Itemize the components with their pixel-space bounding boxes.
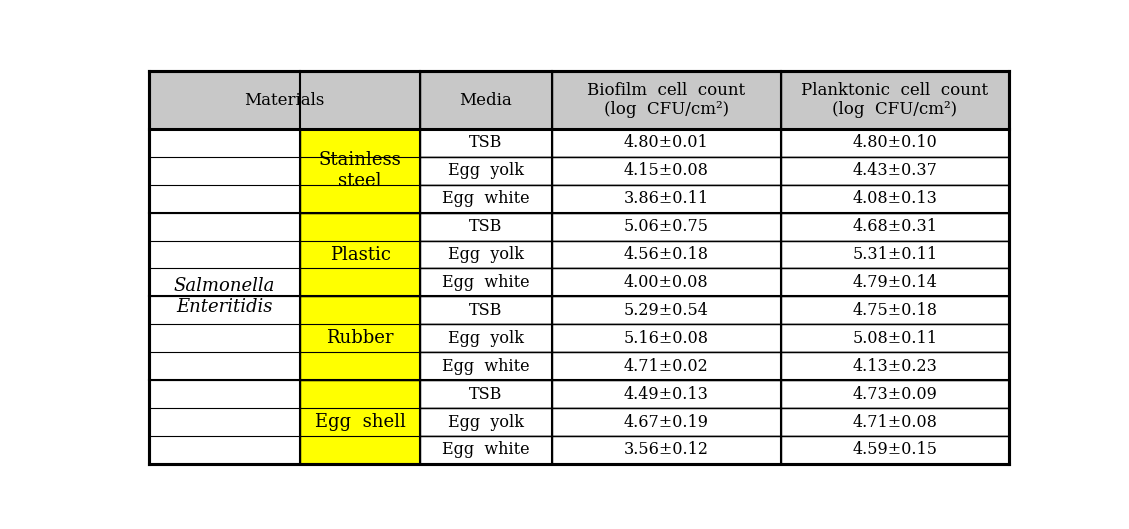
Text: 4.67±0.19: 4.67±0.19 <box>623 414 709 431</box>
Bar <box>552 213 780 241</box>
Bar <box>552 408 780 436</box>
Bar <box>300 380 420 464</box>
Text: 4.73±0.09: 4.73±0.09 <box>852 386 937 403</box>
Bar <box>780 352 1009 380</box>
Text: Egg  yolk: Egg yolk <box>448 162 524 179</box>
Text: 3.56±0.12: 3.56±0.12 <box>623 441 709 459</box>
Bar <box>780 269 1009 296</box>
Text: TSB: TSB <box>470 302 502 319</box>
Text: Egg  white: Egg white <box>443 274 530 291</box>
Text: 4.56±0.18: 4.56±0.18 <box>623 246 709 263</box>
Text: Egg  white: Egg white <box>443 441 530 459</box>
Text: 4.43±0.37: 4.43±0.37 <box>852 162 937 179</box>
Text: Egg  white: Egg white <box>443 190 530 207</box>
Text: Egg  yolk: Egg yolk <box>448 246 524 263</box>
Bar <box>552 129 780 157</box>
Text: 4.13±0.23: 4.13±0.23 <box>852 358 937 375</box>
Text: 4.15±0.08: 4.15±0.08 <box>623 162 709 179</box>
Bar <box>780 436 1009 464</box>
Text: 5.29±0.54: 5.29±0.54 <box>623 302 709 319</box>
Bar <box>420 269 552 296</box>
Bar <box>420 157 552 185</box>
Text: 5.08±0.11: 5.08±0.11 <box>852 330 937 347</box>
Text: 4.71±0.08: 4.71±0.08 <box>852 414 937 431</box>
Bar <box>780 129 1009 157</box>
Text: Salmonella
Enteritidis: Salmonella Enteritidis <box>174 277 275 316</box>
Bar <box>780 185 1009 213</box>
Text: 5.06±0.75: 5.06±0.75 <box>623 218 709 235</box>
Bar <box>420 71 552 129</box>
Text: Stainless
steel: Stainless steel <box>318 151 402 190</box>
Bar <box>149 71 420 129</box>
Bar <box>420 380 552 408</box>
Text: Egg  yolk: Egg yolk <box>448 414 524 431</box>
Text: Planktonic  cell  count
(log  CFU/cm²): Planktonic cell count (log CFU/cm²) <box>802 82 988 118</box>
Text: Plastic: Plastic <box>330 245 391 263</box>
Text: 4.75±0.18: 4.75±0.18 <box>852 302 937 319</box>
Text: 4.71±0.02: 4.71±0.02 <box>624 358 709 375</box>
Bar <box>780 241 1009 269</box>
Bar <box>552 324 780 352</box>
Bar <box>780 213 1009 241</box>
Text: 4.08±0.13: 4.08±0.13 <box>852 190 937 207</box>
Text: Egg  shell: Egg shell <box>315 413 405 431</box>
Text: 5.16±0.08: 5.16±0.08 <box>623 330 709 347</box>
Text: 4.80±0.01: 4.80±0.01 <box>624 134 709 151</box>
Bar <box>552 296 780 324</box>
Bar <box>780 408 1009 436</box>
Bar <box>420 296 552 324</box>
Text: 4.49±0.13: 4.49±0.13 <box>623 386 709 403</box>
Text: 4.68±0.31: 4.68±0.31 <box>852 218 937 235</box>
Text: 5.31±0.11: 5.31±0.11 <box>852 246 937 263</box>
Bar <box>552 436 780 464</box>
Bar <box>780 380 1009 408</box>
Text: TSB: TSB <box>470 218 502 235</box>
Bar <box>552 241 780 269</box>
Bar <box>552 352 780 380</box>
Bar <box>420 241 552 269</box>
Bar <box>420 185 552 213</box>
Bar <box>149 129 300 464</box>
Text: Egg  yolk: Egg yolk <box>448 330 524 347</box>
Bar <box>420 129 552 157</box>
Bar <box>552 157 780 185</box>
Text: 4.00±0.08: 4.00±0.08 <box>624 274 709 291</box>
Text: Biofilm  cell  count
(log  CFU/cm²): Biofilm cell count (log CFU/cm²) <box>587 82 745 118</box>
Bar <box>780 71 1009 129</box>
Bar <box>300 129 420 213</box>
Text: 4.80±0.10: 4.80±0.10 <box>852 134 937 151</box>
Text: 3.86±0.11: 3.86±0.11 <box>623 190 709 207</box>
Text: Rubber: Rubber <box>326 329 394 347</box>
Text: 4.79±0.14: 4.79±0.14 <box>852 274 937 291</box>
Bar <box>780 157 1009 185</box>
Bar <box>552 185 780 213</box>
Bar <box>300 296 420 380</box>
Text: Media: Media <box>460 92 513 108</box>
Text: TSB: TSB <box>470 386 502 403</box>
Text: TSB: TSB <box>470 134 502 151</box>
Bar <box>420 213 552 241</box>
Text: Materials: Materials <box>244 92 325 108</box>
Bar <box>420 324 552 352</box>
Bar <box>420 436 552 464</box>
Text: 4.59±0.15: 4.59±0.15 <box>852 441 937 459</box>
Bar <box>780 296 1009 324</box>
Bar <box>300 213 420 296</box>
Bar <box>552 269 780 296</box>
Bar <box>420 352 552 380</box>
Bar <box>780 324 1009 352</box>
Text: Egg  white: Egg white <box>443 358 530 375</box>
Bar <box>552 71 780 129</box>
Bar <box>552 380 780 408</box>
Bar <box>420 408 552 436</box>
